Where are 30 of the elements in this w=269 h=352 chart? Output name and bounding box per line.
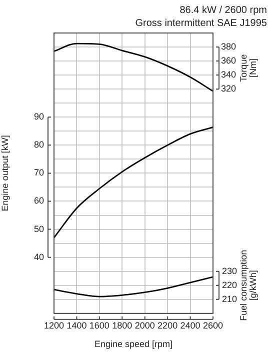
y-tick-label: 50 [34,224,44,234]
y2-tick-label: 340 [221,70,236,80]
x-tick-label: 2200 [158,320,178,330]
line-series [54,126,213,238]
x-tick-label: 1800 [112,320,132,330]
x-tick-label: 1200 [44,320,64,330]
x-tick-label: 2400 [180,320,200,330]
y-tick-label: 90 [34,112,44,122]
x-axis-title: Engine speed [rpm] [94,339,173,350]
line-series [54,42,213,92]
x-tick-label: 2600 [202,320,224,330]
y2-tick-label: 360 [221,56,236,66]
y2-tick-label: 380 [221,42,236,52]
y3-axis-title: Fuel consumption [g/kWh] [238,250,258,321]
y2-tick-label: 320 [221,84,236,94]
y-tick-label: 40 [34,252,44,262]
y3-tick-label: 230 [222,266,237,276]
x-tick-label: 1600 [89,320,110,330]
y-tick-label: 60 [34,196,44,206]
y2-axis-title: Torque [Nm] [238,54,258,82]
x-tick-label: 1400 [66,320,87,330]
chart-title: 86.4 kW / 2600 rpm [180,4,267,16]
y-tick-label: 80 [34,140,44,150]
y-tick-label: 70 [34,168,44,178]
x-tick-label: 2000 [134,320,155,330]
y3-tick-label: 210 [222,294,237,304]
y3-tick-label: 220 [222,280,237,290]
chart-subtitle: Gross intermittent SAE J1995 [135,18,268,29]
line-series [54,276,213,298]
y-axis-title: Engine output [kW] [0,135,10,212]
